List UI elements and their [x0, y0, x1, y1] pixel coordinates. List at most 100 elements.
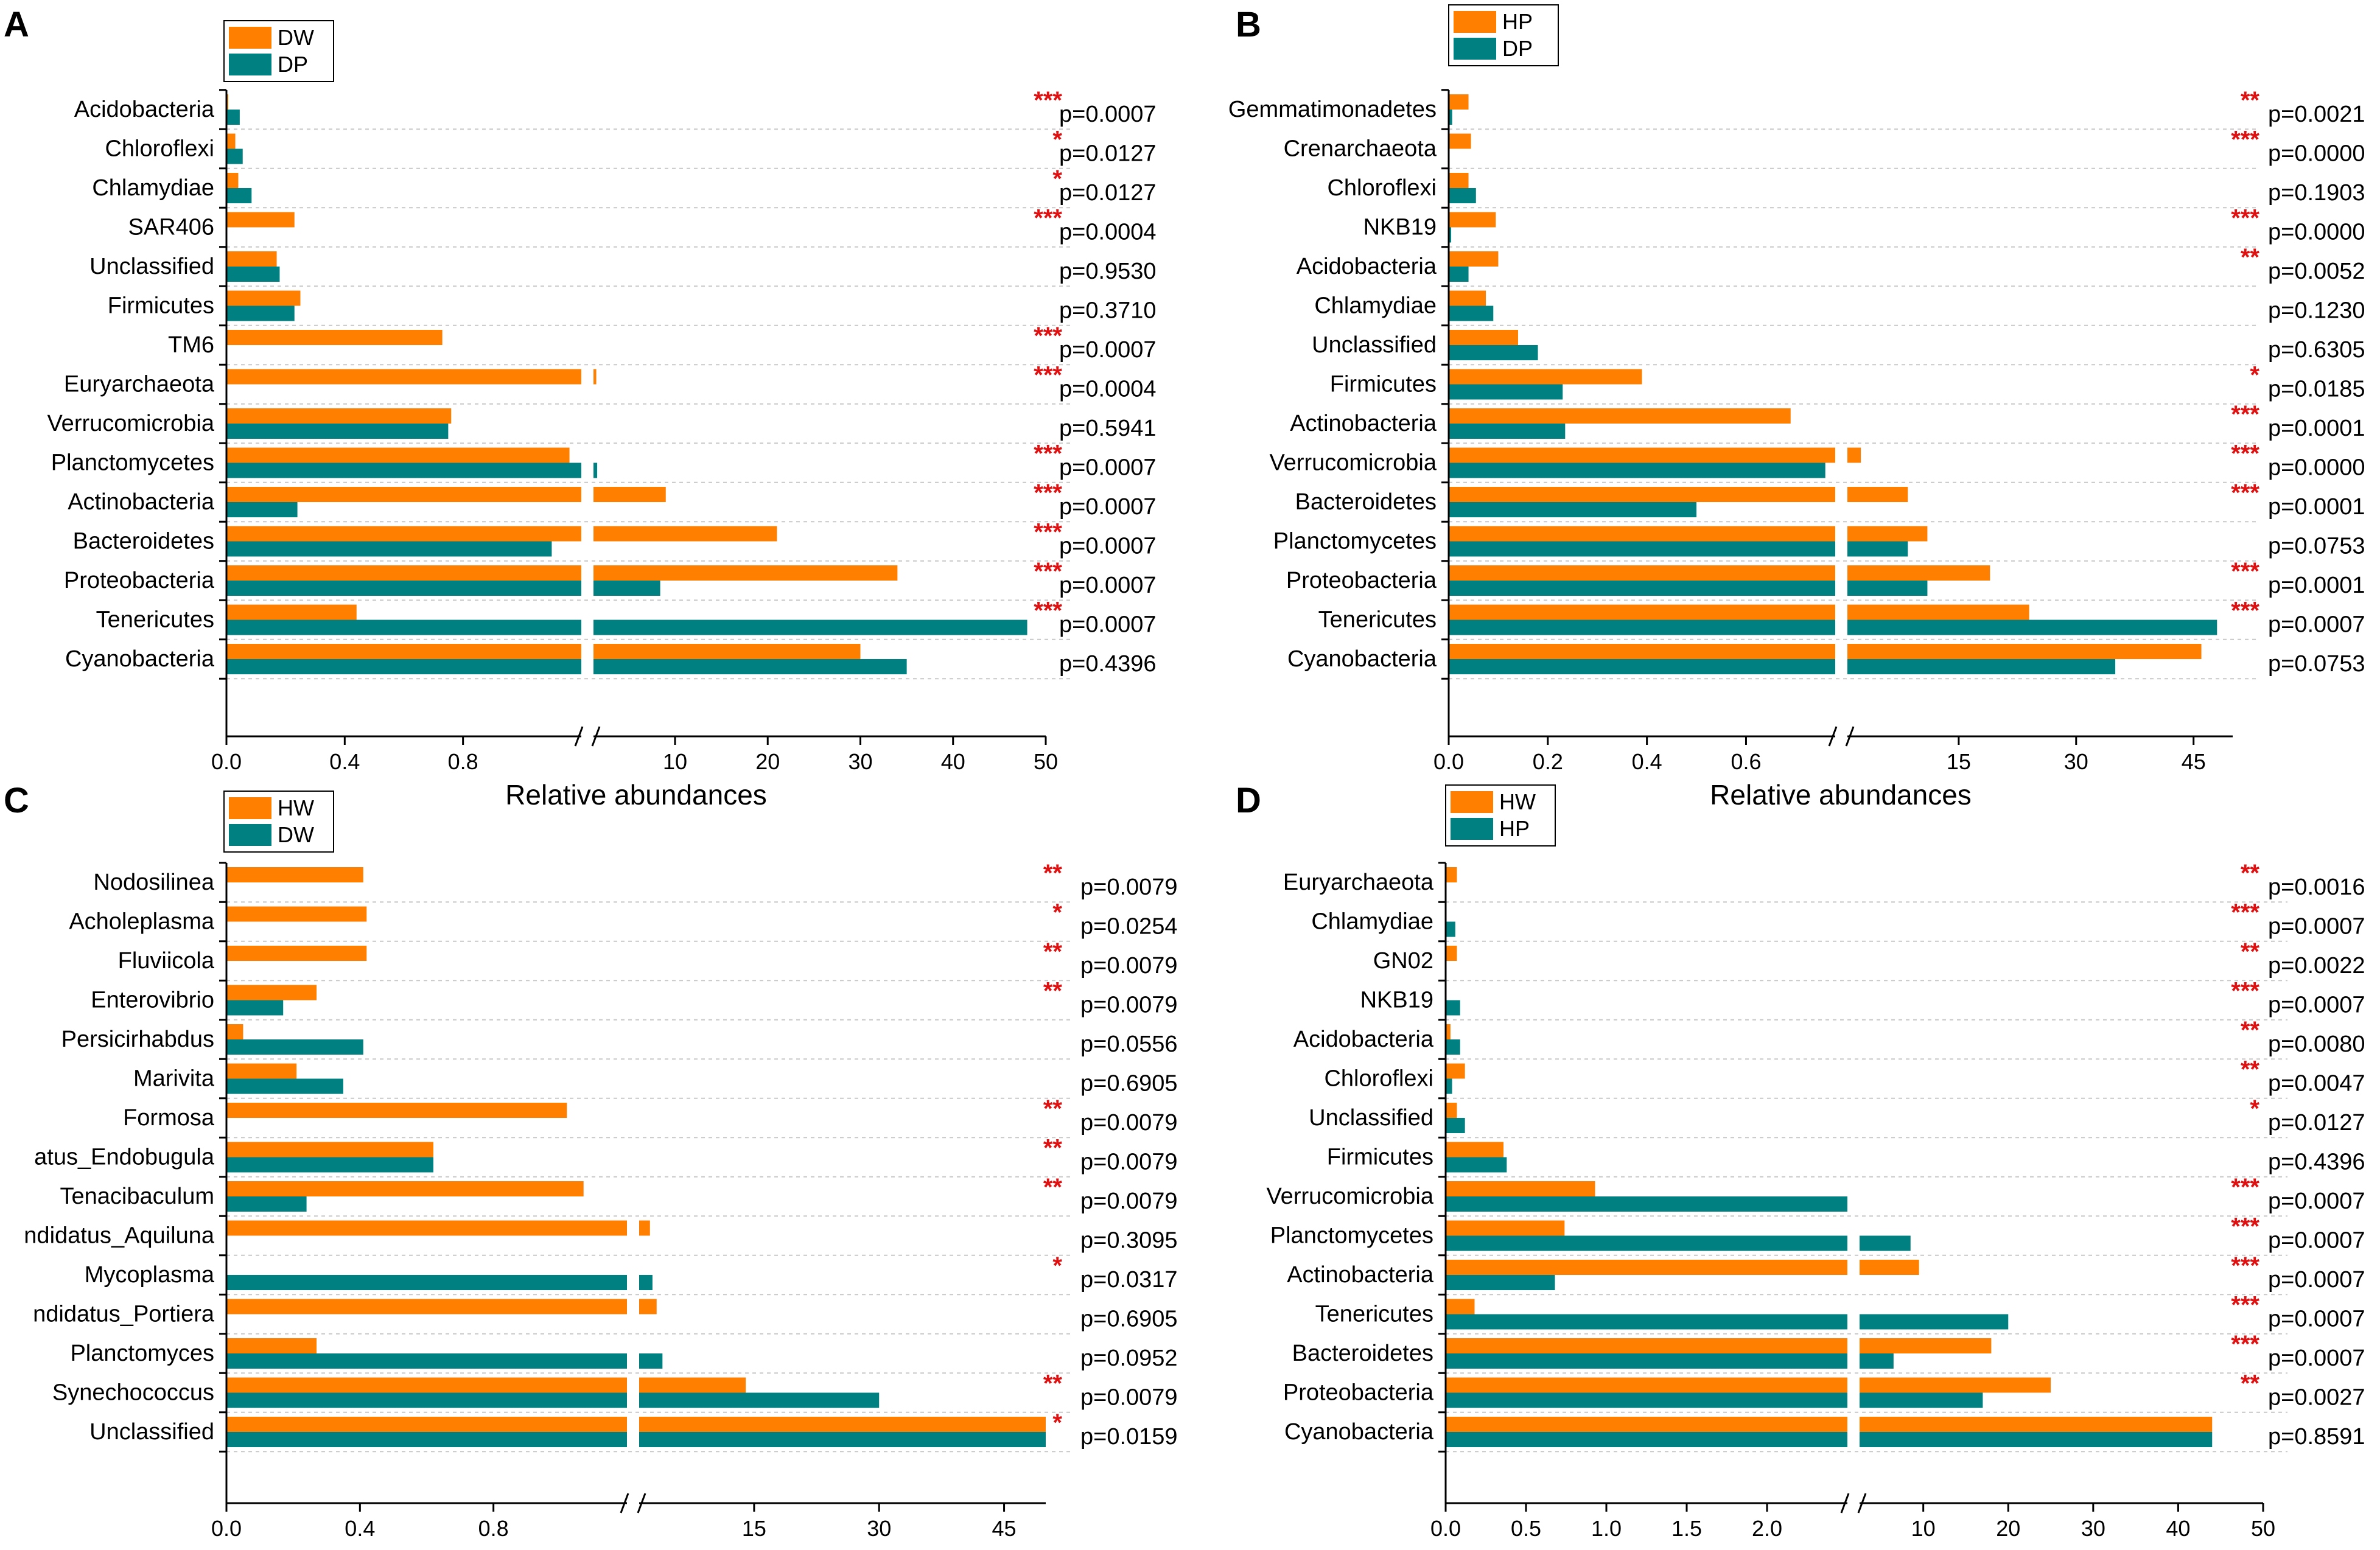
bar-hp	[1449, 487, 1835, 502]
category-label: Planctomyces	[70, 1341, 214, 1366]
x-tick-label: 1.0	[1591, 1516, 1622, 1541]
p-value: p=0.0127	[1059, 141, 1157, 167]
axis-break-mark	[1857, 1493, 1867, 1513]
category-label: Actinobacteria	[1290, 411, 1437, 436]
p-value: p=0.0007	[1059, 612, 1157, 638]
category-label: ndidatus_Portiera	[33, 1302, 215, 1327]
bar-dp	[1449, 267, 1469, 282]
legend-swatch	[1451, 818, 1493, 840]
bar-dw	[226, 487, 581, 502]
bar-hp	[1446, 921, 1455, 937]
legend-label: HP	[1499, 816, 1530, 841]
p-value: p=0.0000	[2268, 141, 2365, 167]
bar-hw	[226, 867, 363, 882]
category-label: Gemmatimonadetes	[1228, 97, 1437, 122]
bar-dp-upper	[1847, 620, 2217, 635]
category-label: ndidatus_Aquiluna	[24, 1223, 215, 1249]
p-value: p=0.0001	[2268, 494, 2365, 520]
significance-marker: ***	[2231, 401, 2259, 428]
significance-marker: *	[1052, 1252, 1062, 1279]
bar-hw	[1446, 1181, 1595, 1196]
x-tick-label: 20	[1996, 1516, 2020, 1541]
bar-hw	[1446, 1103, 1457, 1118]
x-tick-label: 1.5	[1671, 1516, 1702, 1541]
x-axis-title: Relative abundances	[505, 1546, 767, 1550]
p-value: p=0.0007	[1059, 455, 1157, 481]
bar-hp	[1449, 94, 1469, 110]
category-label: Tenericutes	[1318, 607, 1437, 633]
legend-frame	[1448, 4, 1559, 66]
bar-hw	[226, 1024, 243, 1039]
bar-hw	[226, 1063, 297, 1079]
bar-hp-upper	[1860, 1353, 1894, 1369]
p-value: p=0.0556	[1080, 1032, 1178, 1057]
significance-marker: ***	[2231, 127, 2259, 153]
significance-marker: ***	[2231, 1174, 2259, 1201]
p-value: p=0.0001	[2268, 573, 2365, 598]
bar-hp	[1446, 1000, 1460, 1016]
x-tick-label: 50	[1034, 749, 1058, 774]
p-value: p=0.0007	[1059, 337, 1157, 363]
category-label: Acidobacteria	[74, 97, 215, 122]
category-label: Enterovibrio	[91, 988, 214, 1013]
p-value: p=0.9530	[1059, 259, 1157, 284]
p-value: p=0.0007	[2268, 993, 2365, 1018]
bar-hw	[1446, 1377, 1847, 1393]
x-tick-label: 10	[663, 749, 687, 774]
bar-hw	[226, 1142, 433, 1157]
category-label: Actinobacteria	[68, 489, 215, 515]
bar-hw-upper	[1860, 1377, 2051, 1393]
bar-hp	[1449, 644, 1835, 659]
bar-dp	[1449, 384, 1563, 400]
x-tick-label: 0.4	[329, 749, 360, 774]
bar-dp	[1449, 305, 1494, 321]
p-value: p=0.0159	[1080, 1424, 1178, 1450]
bar-hp	[1446, 1157, 1507, 1173]
bar-hw	[226, 985, 317, 1000]
p-value: p=0.0004	[1059, 377, 1157, 402]
bar-dw	[226, 644, 581, 659]
legend-swatch	[229, 54, 271, 75]
legend-label: DP	[1502, 36, 1533, 61]
bar-hw	[1446, 1260, 1847, 1275]
significance-marker: ***	[2231, 205, 2259, 232]
bar-dp	[1449, 659, 1835, 674]
bar-dp-upper	[593, 463, 598, 478]
bar-dw	[226, 1392, 627, 1408]
bar-dp-upper	[593, 659, 907, 674]
bar-dw	[226, 526, 581, 542]
bar-hp	[1449, 369, 1642, 385]
significance-marker: ***	[2231, 1292, 2259, 1319]
bar-dw-upper	[639, 1432, 1046, 1447]
p-value: p=0.0007	[1059, 534, 1157, 559]
significance-marker: ***	[1034, 205, 1062, 232]
bar-dp	[226, 463, 581, 478]
significance-marker: ***	[1034, 480, 1062, 506]
p-value: p=0.5941	[1059, 416, 1157, 441]
bar-dw	[226, 1078, 343, 1094]
category-label: Planctomycetes	[1273, 529, 1437, 554]
significance-marker: ***	[2231, 978, 2259, 1005]
bar-dp-upper	[1847, 659, 2116, 674]
x-tick-label: 0.2	[1533, 749, 1563, 774]
bar-dw	[226, 369, 581, 385]
bar-hw-upper	[639, 1220, 650, 1236]
significance-marker: **	[2241, 938, 2260, 965]
x-tick-label: 10	[1911, 1516, 1936, 1541]
axis-break-mark	[1845, 726, 1855, 747]
significance-marker: *	[1052, 127, 1062, 153]
p-value: p=0.0007	[1059, 494, 1157, 520]
bar-hp	[1446, 1235, 1847, 1251]
bar-dw-upper	[593, 487, 666, 502]
bar-dw-upper	[593, 644, 861, 659]
legend-label: DP	[278, 52, 308, 77]
category-label: Unclassified	[89, 1419, 214, 1445]
p-value: p=0.0000	[2268, 455, 2365, 481]
axis-break-mark	[620, 1493, 629, 1513]
bar-hw	[226, 1377, 627, 1393]
category-label: Proteobacteria	[1283, 1380, 1434, 1406]
p-value: p=0.0027	[2268, 1385, 2365, 1411]
bar-dp	[1449, 502, 1697, 517]
significance-marker: **	[1043, 860, 1063, 887]
